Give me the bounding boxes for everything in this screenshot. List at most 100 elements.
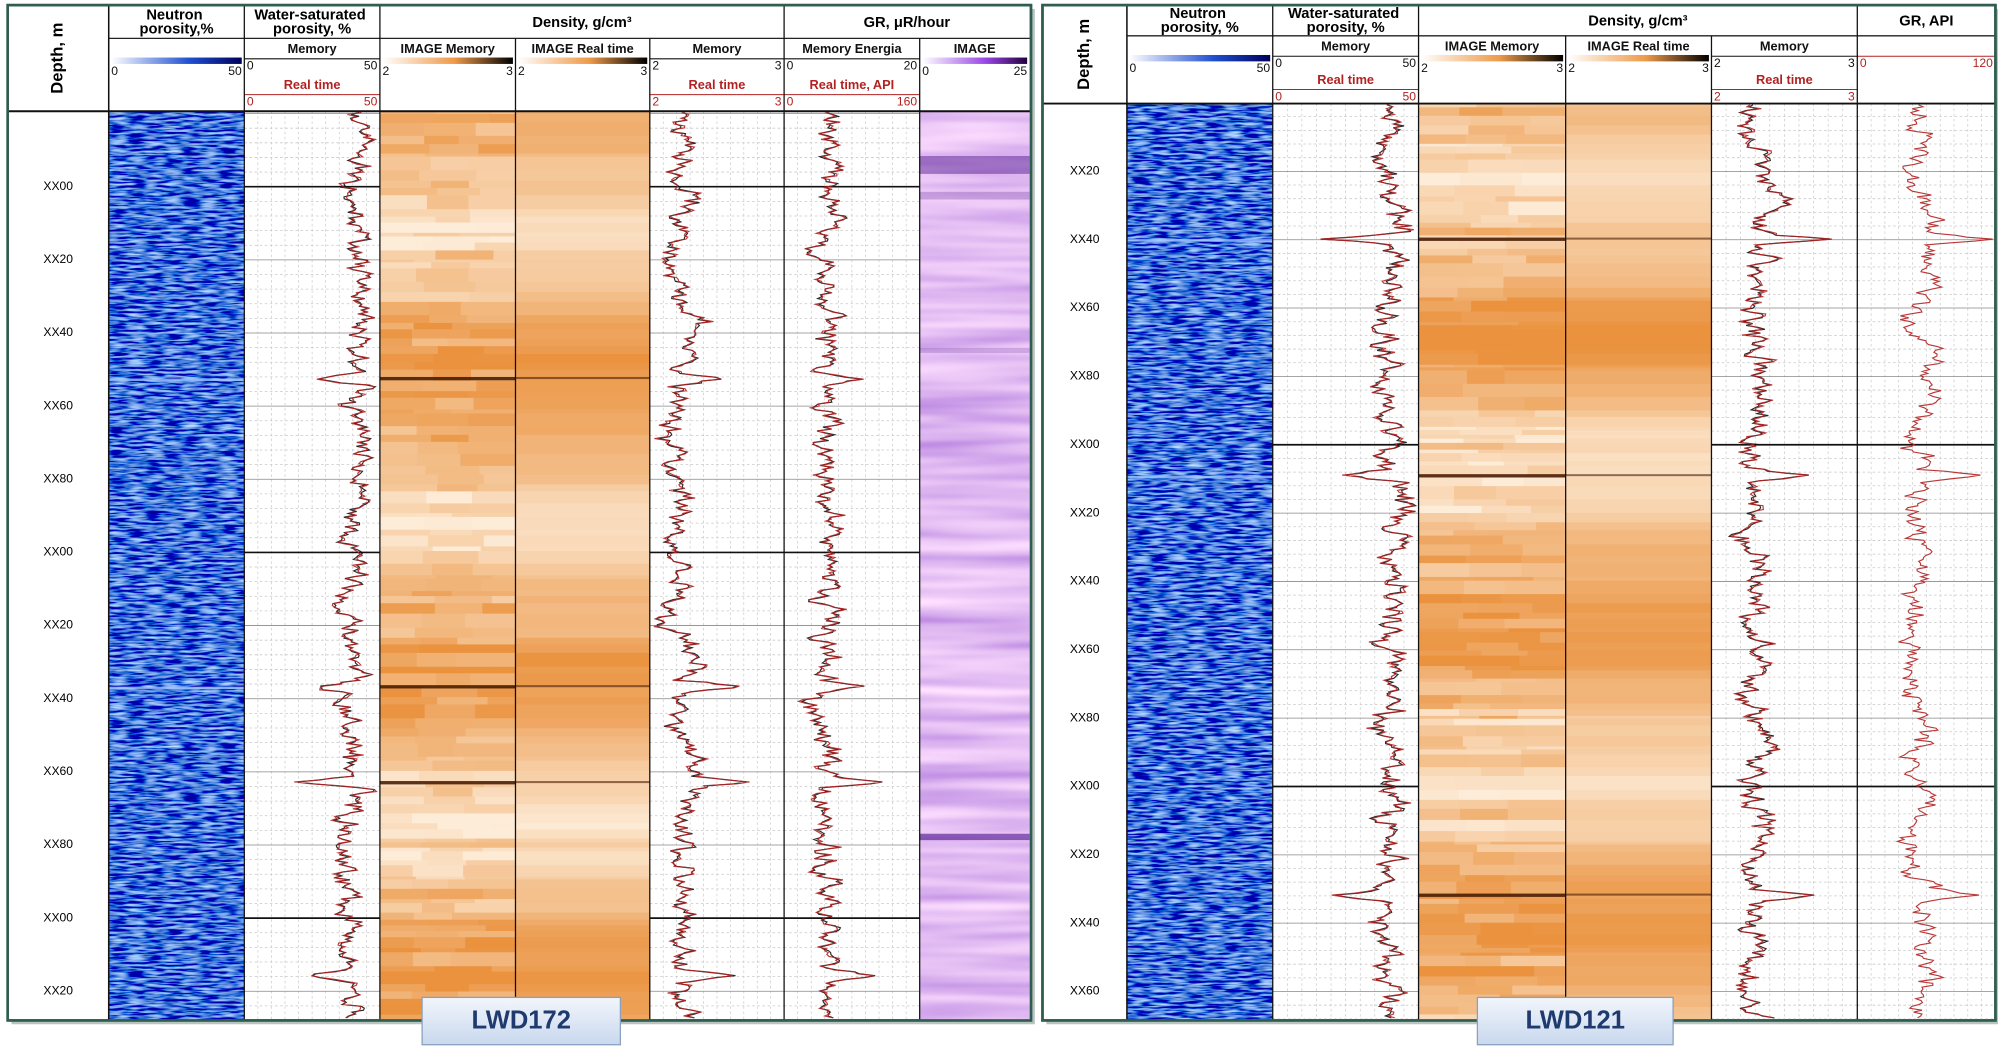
density-image-band — [1503, 277, 1566, 289]
density-image-band — [1566, 966, 1712, 977]
density-image-band — [515, 503, 649, 513]
density-image-band — [421, 638, 458, 645]
density-image-band — [1566, 613, 1712, 620]
scale-label: Real time — [1317, 72, 1374, 87]
density-image-band — [1566, 956, 1712, 967]
density-image-band — [1419, 643, 1467, 651]
density-image-band — [1419, 530, 1454, 536]
scale-min: 2 — [1421, 61, 1428, 75]
density-image-band — [1566, 809, 1712, 821]
density-image-band — [1503, 288, 1566, 298]
density-image-band — [1566, 594, 1712, 604]
density-image-band — [434, 596, 492, 604]
density-image-band — [515, 644, 649, 653]
density-image-band — [424, 282, 476, 293]
density-image-band — [1537, 976, 1566, 986]
density-image-band — [1566, 288, 1712, 298]
density-image-band — [1523, 725, 1566, 737]
density-image-band — [452, 513, 516, 517]
scale-min: 0 — [787, 59, 794, 73]
density-image-band — [412, 879, 448, 889]
dark-band — [920, 156, 1030, 174]
density-image-band — [1566, 767, 1712, 776]
density-image-band — [418, 743, 454, 757]
density-image-band — [1566, 679, 1712, 683]
density-image-band — [1453, 530, 1489, 536]
density-image-band — [380, 391, 415, 398]
density-image-band — [1521, 563, 1566, 577]
scale-label: Memory — [1321, 39, 1371, 54]
density-image-band — [380, 236, 434, 243]
density-image-band — [515, 268, 649, 282]
density-image-band — [1419, 976, 1477, 986]
density-image-band — [470, 673, 516, 686]
density-image-band — [455, 948, 516, 953]
density-image-band — [1566, 581, 1712, 595]
body: Depth, mXX00XX20XX40XX60XX80XX00XX20XX40… — [0, 0, 1998, 1046]
density-image-band — [515, 535, 649, 546]
density-image-band — [1419, 325, 1473, 330]
density-image-band — [1419, 776, 1456, 790]
density-image-band — [1511, 670, 1567, 679]
density-image-band — [431, 435, 469, 443]
bright-streak — [1127, 239, 1273, 242]
density-image-band — [491, 823, 516, 830]
density-image-band — [1496, 486, 1566, 500]
density-image-band — [1419, 522, 1475, 530]
density-image-band — [1464, 581, 1505, 595]
density-image-band — [1419, 986, 1459, 996]
bright-streak — [1127, 476, 1273, 479]
density-image-band — [469, 292, 516, 302]
density-image-band — [1566, 107, 1712, 116]
density-image-band — [435, 217, 470, 223]
density-image-band — [1419, 767, 1482, 776]
density-image-band — [475, 761, 516, 772]
scale-min: 2 — [382, 64, 389, 78]
density-image-band — [1465, 322, 1519, 326]
density-image-band — [515, 551, 649, 564]
density-image-band — [425, 154, 479, 158]
density-image-band — [1566, 882, 1712, 895]
dark-layer — [380, 685, 516, 688]
density-image-band — [515, 154, 649, 158]
depth-title: Depth, m — [48, 23, 67, 94]
density-image-band — [1459, 790, 1501, 801]
depth-label: XX80 — [43, 471, 73, 485]
density-image-band — [515, 899, 649, 903]
density-image-band — [1419, 288, 1458, 298]
density-image-band — [418, 413, 468, 426]
density-image-band — [1566, 725, 1712, 737]
scale-label: IMAGE Real time — [1587, 39, 1689, 54]
density-image-band — [421, 948, 456, 953]
density-image-band — [515, 673, 649, 686]
density-image-band — [427, 757, 464, 761]
density-image-band — [380, 842, 422, 848]
density-image-band — [459, 426, 516, 435]
density-image-band — [1475, 350, 1513, 355]
density-image-band — [1457, 235, 1506, 249]
density-image-band — [1566, 899, 1712, 905]
density-image-band — [515, 209, 649, 217]
density-image-band — [1454, 486, 1496, 500]
scale-max: 50 — [1402, 56, 1416, 70]
density-image-band — [1419, 563, 1470, 577]
scale-max: 3 — [775, 95, 782, 109]
density-image-band — [515, 564, 649, 576]
density-image-band — [457, 638, 516, 645]
density-image-band — [1566, 709, 1712, 716]
dark-layer — [1566, 238, 1712, 240]
density-image-band — [1468, 367, 1505, 371]
density-image-band — [1472, 255, 1526, 263]
density-image-band — [515, 413, 649, 426]
density-image-band — [1505, 153, 1566, 160]
density-image-band — [380, 596, 435, 604]
density-image-band — [1419, 956, 1466, 967]
density-image-band — [466, 860, 516, 866]
density-image-band — [1566, 619, 1712, 629]
depth-label: XX60 — [43, 398, 73, 412]
dark-layer — [1419, 894, 1566, 897]
density-image-band — [380, 475, 438, 485]
density-image-band — [1509, 628, 1567, 632]
density-image-band — [433, 236, 490, 243]
density-image-band — [1419, 343, 1465, 350]
